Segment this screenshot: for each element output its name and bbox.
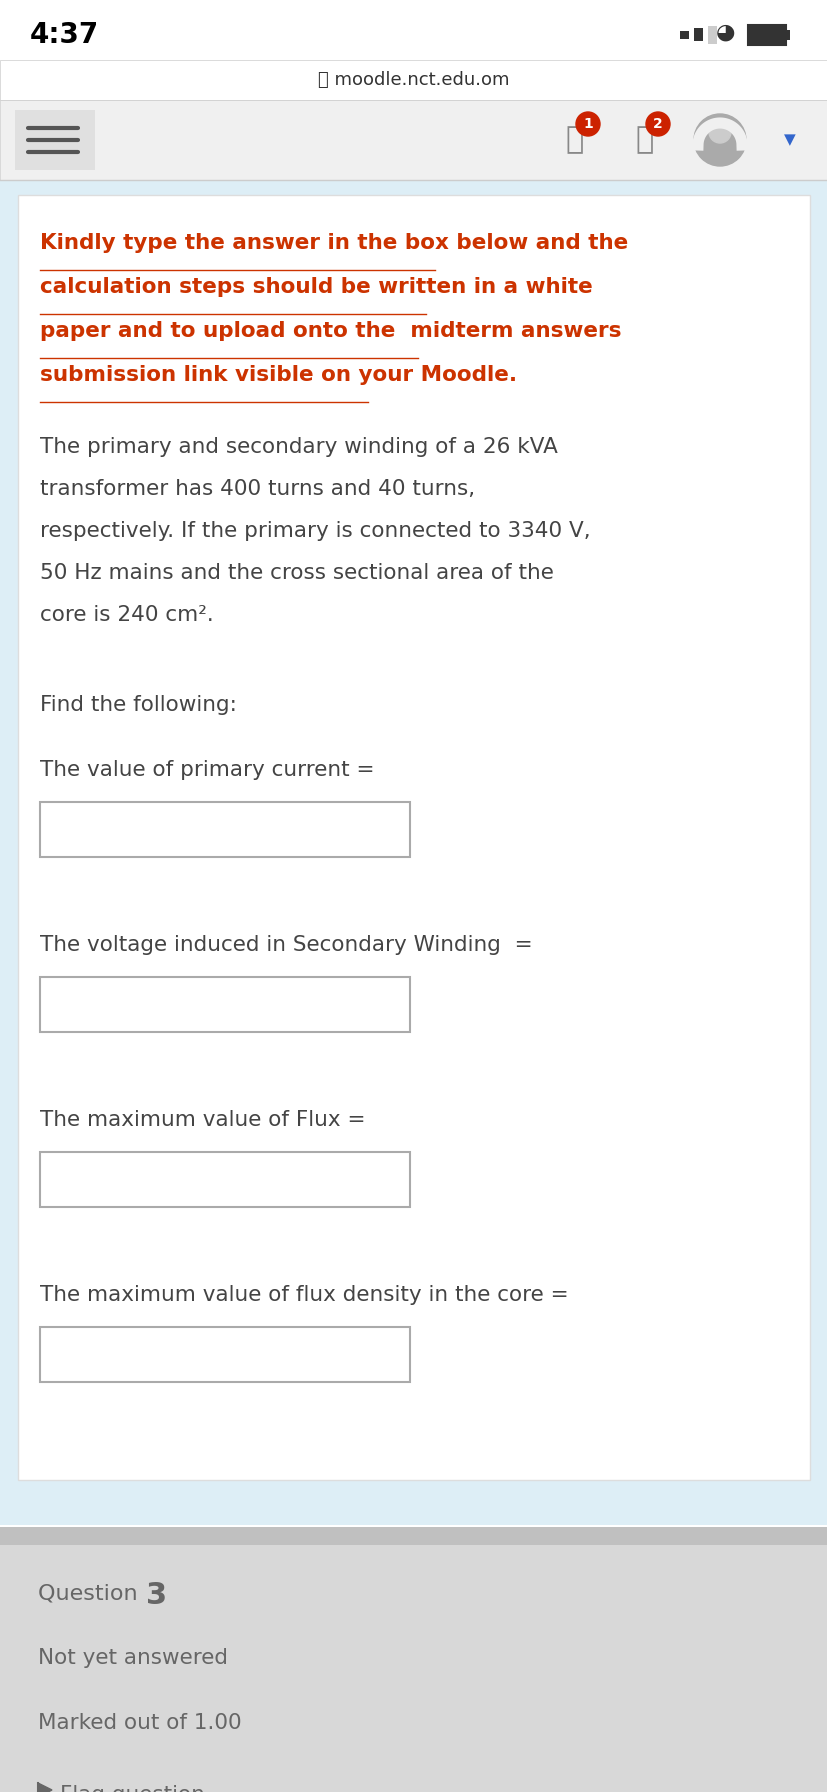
FancyBboxPatch shape <box>15 109 95 170</box>
Circle shape <box>576 111 600 136</box>
FancyBboxPatch shape <box>0 0 827 59</box>
Text: Find the following:: Find the following: <box>40 695 237 715</box>
FancyBboxPatch shape <box>0 1527 827 1545</box>
Text: 🔔: 🔔 <box>565 125 583 154</box>
FancyBboxPatch shape <box>707 27 716 45</box>
Text: core is 240 cm².: core is 240 cm². <box>40 606 213 625</box>
Text: 50 Hz mains and the cross sectional area of the: 50 Hz mains and the cross sectional area… <box>40 563 553 582</box>
FancyBboxPatch shape <box>40 1152 409 1208</box>
Text: paper and to upload onto the  midterm answers: paper and to upload onto the midterm ans… <box>40 321 621 340</box>
Circle shape <box>693 115 745 167</box>
Text: 4:37: 4:37 <box>30 22 99 48</box>
Text: 3: 3 <box>146 1581 167 1609</box>
Text: The maximum value of Flux =: The maximum value of Flux = <box>40 1109 365 1131</box>
Text: Question: Question <box>38 1582 145 1604</box>
FancyBboxPatch shape <box>40 1328 409 1382</box>
FancyBboxPatch shape <box>0 1545 827 1792</box>
FancyBboxPatch shape <box>40 803 409 857</box>
FancyBboxPatch shape <box>747 25 785 45</box>
Text: submission link visible on your Moodle.: submission link visible on your Moodle. <box>40 366 517 385</box>
Text: Flag question: Flag question <box>60 1785 204 1792</box>
Text: 💬: 💬 <box>635 125 653 154</box>
Text: respectively. If the primary is connected to 3340 V,: respectively. If the primary is connecte… <box>40 521 590 541</box>
Text: The primary and secondary winding of a 26 kVA: The primary and secondary winding of a 2… <box>40 437 557 457</box>
FancyBboxPatch shape <box>749 27 783 43</box>
Text: 2: 2 <box>653 116 662 131</box>
Text: The value of primary current =: The value of primary current = <box>40 760 374 780</box>
Text: calculation steps should be written in a white: calculation steps should be written in a… <box>40 278 592 297</box>
Text: ◕: ◕ <box>715 23 734 43</box>
Text: Not yet answered: Not yet answered <box>38 1649 227 1668</box>
Text: 1: 1 <box>582 116 592 131</box>
FancyBboxPatch shape <box>785 30 789 39</box>
FancyBboxPatch shape <box>679 30 688 39</box>
Text: 🔒 moodle.nct.edu.om: 🔒 moodle.nct.edu.om <box>318 72 509 90</box>
Circle shape <box>645 111 669 136</box>
FancyBboxPatch shape <box>0 100 827 179</box>
Text: Kindly type the answer in the box below and the: Kindly type the answer in the box below … <box>40 233 628 253</box>
FancyBboxPatch shape <box>693 29 702 41</box>
FancyBboxPatch shape <box>18 195 809 1480</box>
FancyBboxPatch shape <box>0 59 827 100</box>
Polygon shape <box>38 1783 52 1792</box>
Text: The voltage induced in Secondary Winding  =: The voltage induced in Secondary Winding… <box>40 935 532 955</box>
Text: transformer has 400 turns and 40 turns,: transformer has 400 turns and 40 turns, <box>40 478 475 498</box>
Text: The maximum value of flux density in the core =: The maximum value of flux density in the… <box>40 1285 568 1305</box>
Text: Marked out of 1.00: Marked out of 1.00 <box>38 1713 241 1733</box>
Circle shape <box>708 122 730 143</box>
FancyBboxPatch shape <box>0 179 827 1525</box>
Text: ▼: ▼ <box>783 133 795 147</box>
FancyBboxPatch shape <box>40 977 409 1032</box>
